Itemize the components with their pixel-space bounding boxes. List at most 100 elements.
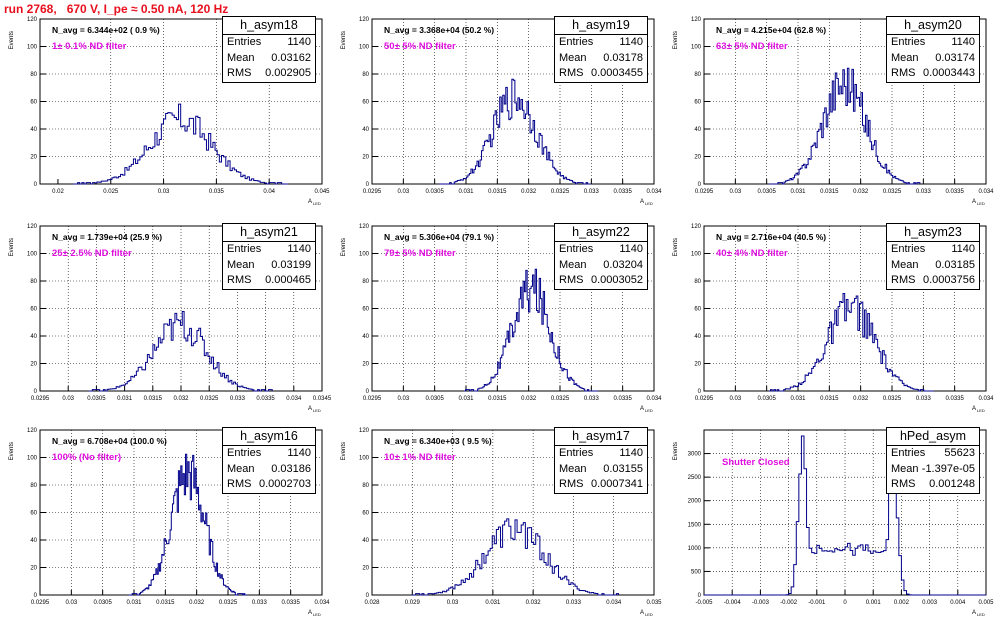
x-tick-label: 0.02 [52,189,64,195]
x-tick-label: 0.032 [173,396,189,402]
stats-value: 0.03185 [935,258,975,271]
x-tick-label: 0.0325 [551,396,570,402]
stats-row-mean: Mean -1.397e-05 [887,462,979,478]
y-axis-label: Events [341,238,347,256]
y-tick-label: 60 [694,307,701,313]
stats-value: 0.002905 [265,67,311,79]
x-tick-label: 0.0325 [200,396,219,402]
x-axis-subscript: LED [977,612,985,617]
x-axis-label: A [308,199,312,205]
stats-value: 0.03199 [271,258,311,271]
histogram-plot: 0.0295 0.03 0.0305 0.031 0.0315 0.032 0.0325 0.… [9,224,332,413]
stats-row-entries: Entries 1140 [887,35,979,51]
x-tick-label: 0.034 [646,189,662,195]
filter-label: Shutter Closed [722,457,790,468]
x-axis-subscript: LED [313,201,321,206]
stats-key: Mean [559,462,587,475]
histogram-name: h_asym20 [887,17,979,35]
stats-box: h_asym21 Entries 1140 Mean 0.03199 RMS 0.00046… [222,223,316,290]
stats-row-mean: Mean 0.03155 [555,462,647,478]
histogram-series [88,311,273,392]
x-tick-label: 0.03 [729,396,741,402]
stats-value: 0.03186 [271,462,311,475]
histogram-panel-h_asym21: 0.0295 0.03 0.0305 0.031 0.0315 0.032 0.0325 0.… [0,211,332,418]
x-axis-subscript: LED [313,408,321,413]
x-tick-label: -0.004 [724,600,742,606]
stats-value: 0.000465 [265,274,311,286]
stats-row-mean: Mean 0.03199 [223,258,315,274]
y-tick-label: 3000 [688,452,702,458]
histogram-name: h_asym23 [887,224,979,242]
y-tick-label: 40 [30,334,37,340]
x-tick-label: -0.002 [780,600,798,606]
y-tick-label: 40 [694,127,701,133]
y-tick-label: 40 [362,538,369,544]
histogram-name: h_asym22 [555,224,647,242]
x-tick-label: 0.004 [950,600,966,606]
y-tick-label: 20 [362,155,369,161]
y-tick-label: 1500 [688,522,702,528]
stats-key: Mean [891,462,919,475]
histogram-panel-h_asym20: 0.0295 0.03 0.0305 0.031 0.0315 0.032 0.0325 0.… [664,4,996,211]
x-axis-label: A [308,406,312,412]
y-tick-label: 2000 [688,499,702,505]
y-tick-label: 20 [694,362,701,368]
y-tick-label: 40 [30,127,37,133]
stats-row-rms: RMS 0.0003756 [887,273,979,289]
stats-row-entries: Entries 1140 [887,242,979,258]
y-tick-label: 80 [694,72,701,78]
histogram-panel-h_asym22: 0.0295 0.03 0.0305 0.031 0.0315 0.032 0.0325 0.… [332,211,664,418]
x-tick-label: 0.032 [521,189,537,195]
stats-row-entries: Entries 1140 [223,242,315,258]
stats-key: Mean [559,51,587,64]
histogram-plot: 0.0295 0.03 0.0305 0.031 0.0315 0.032 0.0325 0.… [341,17,662,206]
histogram-name: h_asym17 [555,428,647,446]
histogram-series [768,293,934,392]
x-tick-label: 0.0315 [156,600,175,606]
x-tick-label: 0.029 [405,600,421,606]
y-tick-label: 0 [34,389,38,395]
y-tick-label: 60 [30,100,37,106]
stats-row-rms: RMS 0.0002703 [223,477,315,493]
x-tick-label: 0.033 [252,600,268,606]
stats-box: h_asym20 Entries 1140 Mean 0.03174 RMS 0.00034… [886,16,980,83]
y-tick-label: 120 [359,17,370,23]
x-tick-label: 0.003 [922,600,938,606]
filter-label: 10± 1% ND filter [384,452,456,463]
stats-key: Entries [891,243,926,255]
stats-box: h_asym23 Entries 1140 Mean 0.03185 RMS 0.00037… [886,223,980,290]
x-tick-label: 0.031 [790,189,806,195]
x-tick-label: 0.03 [397,396,409,402]
y-tick-label: 100 [691,252,702,258]
x-tick-label: 0.033 [584,189,600,195]
x-tick-label: 0.035 [646,600,662,606]
histogram-series [411,518,620,596]
filter-label: 79± 5% ND filter [384,248,456,259]
x-tick-label: 0.033 [584,396,600,402]
stats-row-mean: Mean 0.03185 [887,258,979,274]
stats-row-mean: Mean 0.03178 [555,51,647,67]
n-avg-label: N_avg = 1.739e+04 (25.9 %) [52,232,163,242]
x-tick-label: 0.028 [364,600,380,606]
y-axis-label: Events [341,442,347,460]
x-tick-label: 0 [843,600,847,606]
x-tick-label: 0.03 [62,396,74,402]
y-tick-label: 40 [694,334,701,340]
stats-key: Mean [891,258,919,271]
stats-value: 0.0002703 [259,478,311,490]
x-tick-label: 0.0295 [31,396,50,402]
stats-row-mean: Mean 0.03204 [555,258,647,274]
x-axis-label: A [972,610,976,616]
y-tick-label: 100 [691,45,702,51]
histogram-panel-h_asym17: 0.028 0.029 0.03 0.031 0.032 0.033 0.034 0.035 0… [332,415,664,622]
y-tick-label: 120 [27,224,38,230]
stats-key: Entries [559,36,594,48]
x-tick-label: 0.034 [606,600,622,606]
y-tick-label: 60 [30,511,37,517]
stats-value: 1140 [619,447,643,459]
histogram-panel-hPed_asym: -0.005 -0.004 -0.003 -0.002 -0.001 0 0.001 0.00… [664,415,996,622]
stats-key: Entries [559,447,594,459]
stats-key: Entries [227,243,262,255]
stats-row-rms: RMS 0.002905 [223,66,315,82]
stats-box: h_asym19 Entries 1140 Mean 0.03178 RMS 0.00034… [554,16,648,83]
